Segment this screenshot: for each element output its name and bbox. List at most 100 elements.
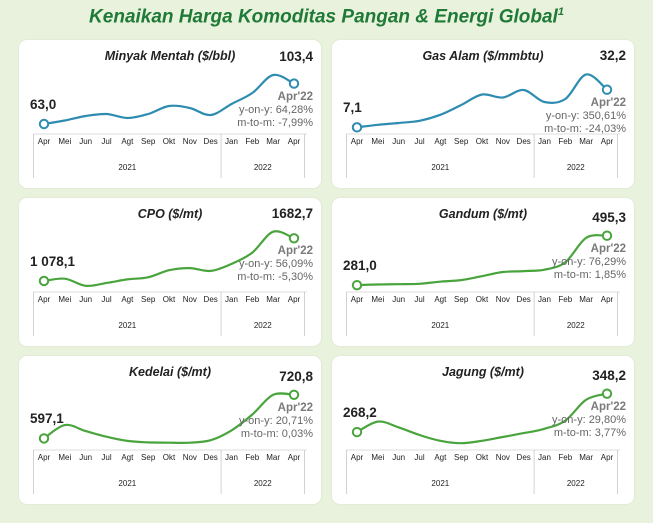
chart-title: CPO ($/mt)	[137, 207, 203, 221]
change-info: Apr'22 y-on-y: 350,61% m-to-m: -24,03%	[544, 97, 626, 136]
x-tick-label: Sep	[141, 295, 156, 304]
x-tick-label: Okt	[163, 137, 176, 146]
year-label-2021: 2021	[431, 163, 449, 172]
series-line	[42, 73, 296, 126]
start-marker	[38, 118, 50, 130]
x-tick-label: Jun	[79, 453, 92, 462]
x-tick-label: Jul	[101, 453, 111, 462]
mtm-text: m-to-m: 3,77%	[553, 426, 626, 439]
x-tick-label: Des	[517, 295, 531, 304]
yoy-text: y-on-y: 20,71%	[239, 414, 313, 427]
x-tick-label: Okt	[163, 295, 176, 304]
x-tick-label: Sep	[141, 453, 156, 462]
x-tick-label: Apr	[38, 453, 51, 462]
chart-svg: Apr Mei Jun Jul Agt Sep Okt Nov Des Jan Feb Mar Apr 2…	[346, 388, 620, 494]
start-marker	[351, 122, 363, 133]
yoy-text: y-on-y: 29,80%	[552, 413, 626, 426]
period-text: Apr'22	[590, 242, 626, 255]
x-tick-label: Mei	[371, 137, 384, 146]
yoy-text: y-on-y: 56,09%	[239, 258, 313, 271]
chart-svg: Apr Mei Jun Jul Agt Sep Okt Nov Des Jan Feb Mar Apr 2…	[346, 230, 620, 336]
change-info: Apr'22 y-on-y: 56,09% m-to-m: -5,30%	[237, 245, 313, 284]
x-tick-label: Apr	[601, 453, 614, 462]
x-tick-label: Feb	[558, 137, 572, 146]
chart-svg: Apr Mei Jun Jul Agt Sep Okt Nov Des Jan Feb Mar Apr 2…	[33, 230, 307, 336]
series-line	[42, 392, 296, 445]
x-tick-label: Jul	[101, 137, 111, 146]
x-tick-label: Jan	[538, 137, 551, 146]
yoy-text: y-on-y: 76,29%	[552, 255, 626, 268]
start-value-label: 1 078,1	[30, 253, 76, 269]
x-tick-label: Nov	[496, 137, 510, 146]
x-tick-label: Mei	[58, 295, 71, 304]
page-title-footnote: 1	[557, 6, 564, 18]
end-value-label: 1682,7	[271, 205, 313, 221]
yoy-text: y-on-y: 64,28%	[239, 103, 313, 116]
start-value-label: 63,0	[30, 97, 57, 112]
x-tick-label: Des	[517, 453, 531, 462]
mtm-text: m-to-m: -7,99%	[237, 116, 313, 129]
x-tick-label: Apr	[601, 295, 614, 304]
x-tick-label: Mar	[579, 295, 593, 304]
year-label-2022: 2022	[254, 479, 272, 488]
end-marker	[601, 230, 613, 241]
chart-svg: Apr Mei Jun Jul Agt Sep Okt Nov Des Jan Feb Mar Apr 2…	[33, 73, 307, 178]
end-value-label: 495,3	[592, 209, 626, 225]
start-value-label: 268,2	[343, 405, 377, 421]
x-tick-label: Okt	[163, 453, 176, 462]
x-tick-label: Agt	[434, 453, 447, 462]
x-tick-label: Jul	[101, 295, 111, 304]
x-tick-label: Agt	[121, 295, 134, 304]
end-marker	[288, 233, 300, 244]
x-tick-label: Nov	[496, 453, 510, 462]
chart-svg: Apr Mei Jun Jul Agt Sep Okt Nov Des Jan Feb Mar Apr 2…	[33, 389, 307, 494]
period-text: Apr'22	[277, 245, 313, 258]
chart-panel-minyak-mentah: Minyak Mentah ($/bbl) Apr Mei Jun Jul Agt Sep O…	[19, 40, 321, 188]
year-label-2022: 2022	[567, 321, 585, 330]
start-marker	[351, 426, 363, 438]
chart-title: Minyak Mentah ($/bbl)	[104, 49, 236, 63]
start-marker	[38, 275, 50, 287]
x-tick-label: Agt	[121, 137, 134, 146]
chart-svg: Apr Mei Jun Jul Agt Sep Okt Nov Des Jan Feb Mar Apr 2…	[346, 73, 620, 178]
period-text: Apr'22	[277, 90, 313, 103]
end-value-label: 720,8	[279, 368, 313, 384]
change-info: Apr'22 y-on-y: 29,80% m-to-m: 3,77%	[552, 401, 626, 440]
x-tick-label: Mei	[58, 137, 71, 146]
page-title-text: Kenaikan Harga Komoditas Pangan & Energi…	[89, 6, 558, 28]
mtm-text: m-to-m: 1,85%	[553, 268, 626, 281]
chart-title: Jagung ($/mt)	[442, 365, 524, 379]
x-tick-label: Apr	[288, 137, 301, 146]
yoy-text: y-on-y: 350,61%	[545, 109, 626, 122]
x-tick-label: Mar	[266, 137, 280, 146]
x-tick-label: Apr	[288, 453, 301, 462]
x-tick-label: Jun	[392, 453, 405, 462]
year-label-2021: 2021	[118, 321, 136, 330]
end-value-label: 348,2	[592, 367, 626, 383]
series-line	[42, 230, 296, 288]
x-tick-label: Feb	[245, 453, 259, 462]
x-tick-label: Mei	[58, 453, 71, 462]
x-tick-label: Okt	[476, 295, 489, 304]
x-tick-label: Mar	[266, 295, 280, 304]
year-label-2022: 2022	[254, 321, 272, 330]
x-tick-label: Agt	[434, 137, 447, 146]
x-tick-label: Des	[204, 137, 218, 146]
x-tick-label: Mei	[371, 295, 384, 304]
mtm-text: m-to-m: 0,03%	[240, 427, 313, 440]
x-tick-label: Jun	[79, 295, 92, 304]
series-line	[355, 392, 609, 445]
year-label-2021: 2021	[118, 163, 136, 172]
change-info: Apr'22 y-on-y: 64,28% m-to-m: -7,99%	[237, 91, 313, 130]
x-tick-label: Sep	[454, 295, 469, 304]
chart-panel-gandum: Gandum ($/mt) Apr Mei Jun Jul Agt Sep Okt Nov Des…	[332, 198, 634, 346]
x-tick-label: Apr	[38, 137, 51, 146]
end-marker	[601, 388, 613, 399]
x-tick-label: Apr	[38, 295, 51, 304]
x-tick-label: Okt	[476, 137, 489, 146]
x-tick-label: Feb	[558, 295, 572, 304]
start-marker	[38, 433, 50, 444]
x-tick-label: Jan	[538, 295, 551, 304]
mtm-text: m-to-m: -5,30%	[237, 271, 313, 284]
x-tick-label: Jan	[225, 453, 238, 462]
